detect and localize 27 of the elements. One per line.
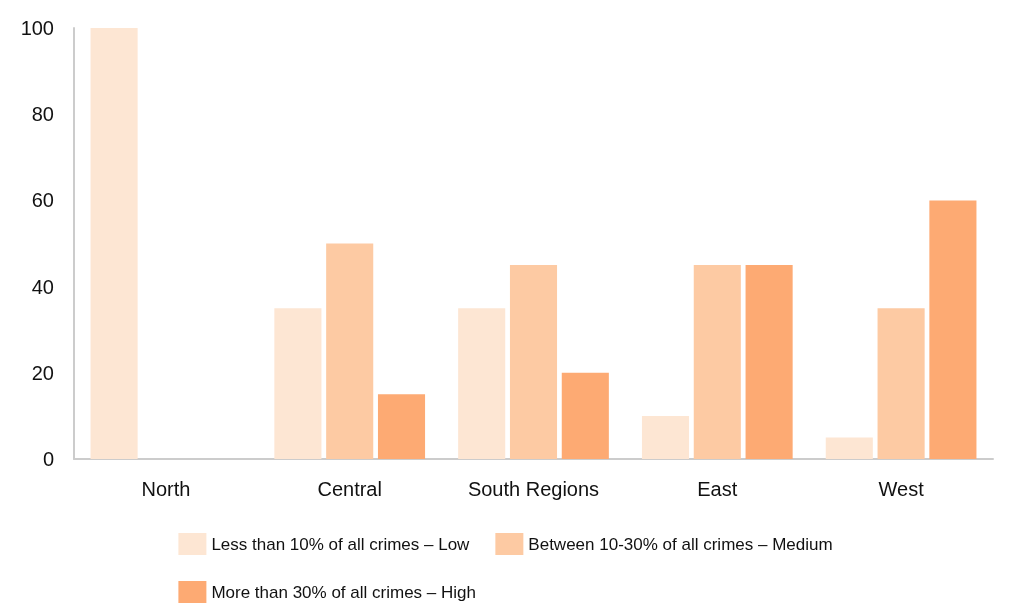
y-tick-label: 100 [20,17,54,39]
bar [274,308,322,459]
x-tick-label: South Regions [467,478,600,500]
bar [458,308,506,459]
legend-label: Between 10-30% of all crimes – Medium [528,534,833,554]
y-tick-label: 80 [31,103,54,126]
bar [745,265,793,459]
legend-label: More than 30% of all crimes – High [211,582,476,602]
bar [929,200,977,459]
bar [326,243,374,459]
legend-label: Less than 10% of all crimes – Low [211,534,471,554]
bar [377,394,426,459]
y-tick-label: 60 [31,189,54,212]
x-tick-label: North [141,478,191,500]
bar [825,437,873,459]
bar [509,265,558,459]
y-tick-label: 0 [42,448,54,470]
bar [641,415,690,459]
x-tick-label: Central [317,478,382,500]
bar [693,265,741,459]
x-tick-label: West [878,478,925,500]
x-tick-label: East [697,478,738,500]
bar [90,28,138,459]
y-tick-label: 40 [31,275,54,298]
y-tick-label: 20 [31,361,54,384]
bar [877,308,925,459]
bar [561,372,609,459]
